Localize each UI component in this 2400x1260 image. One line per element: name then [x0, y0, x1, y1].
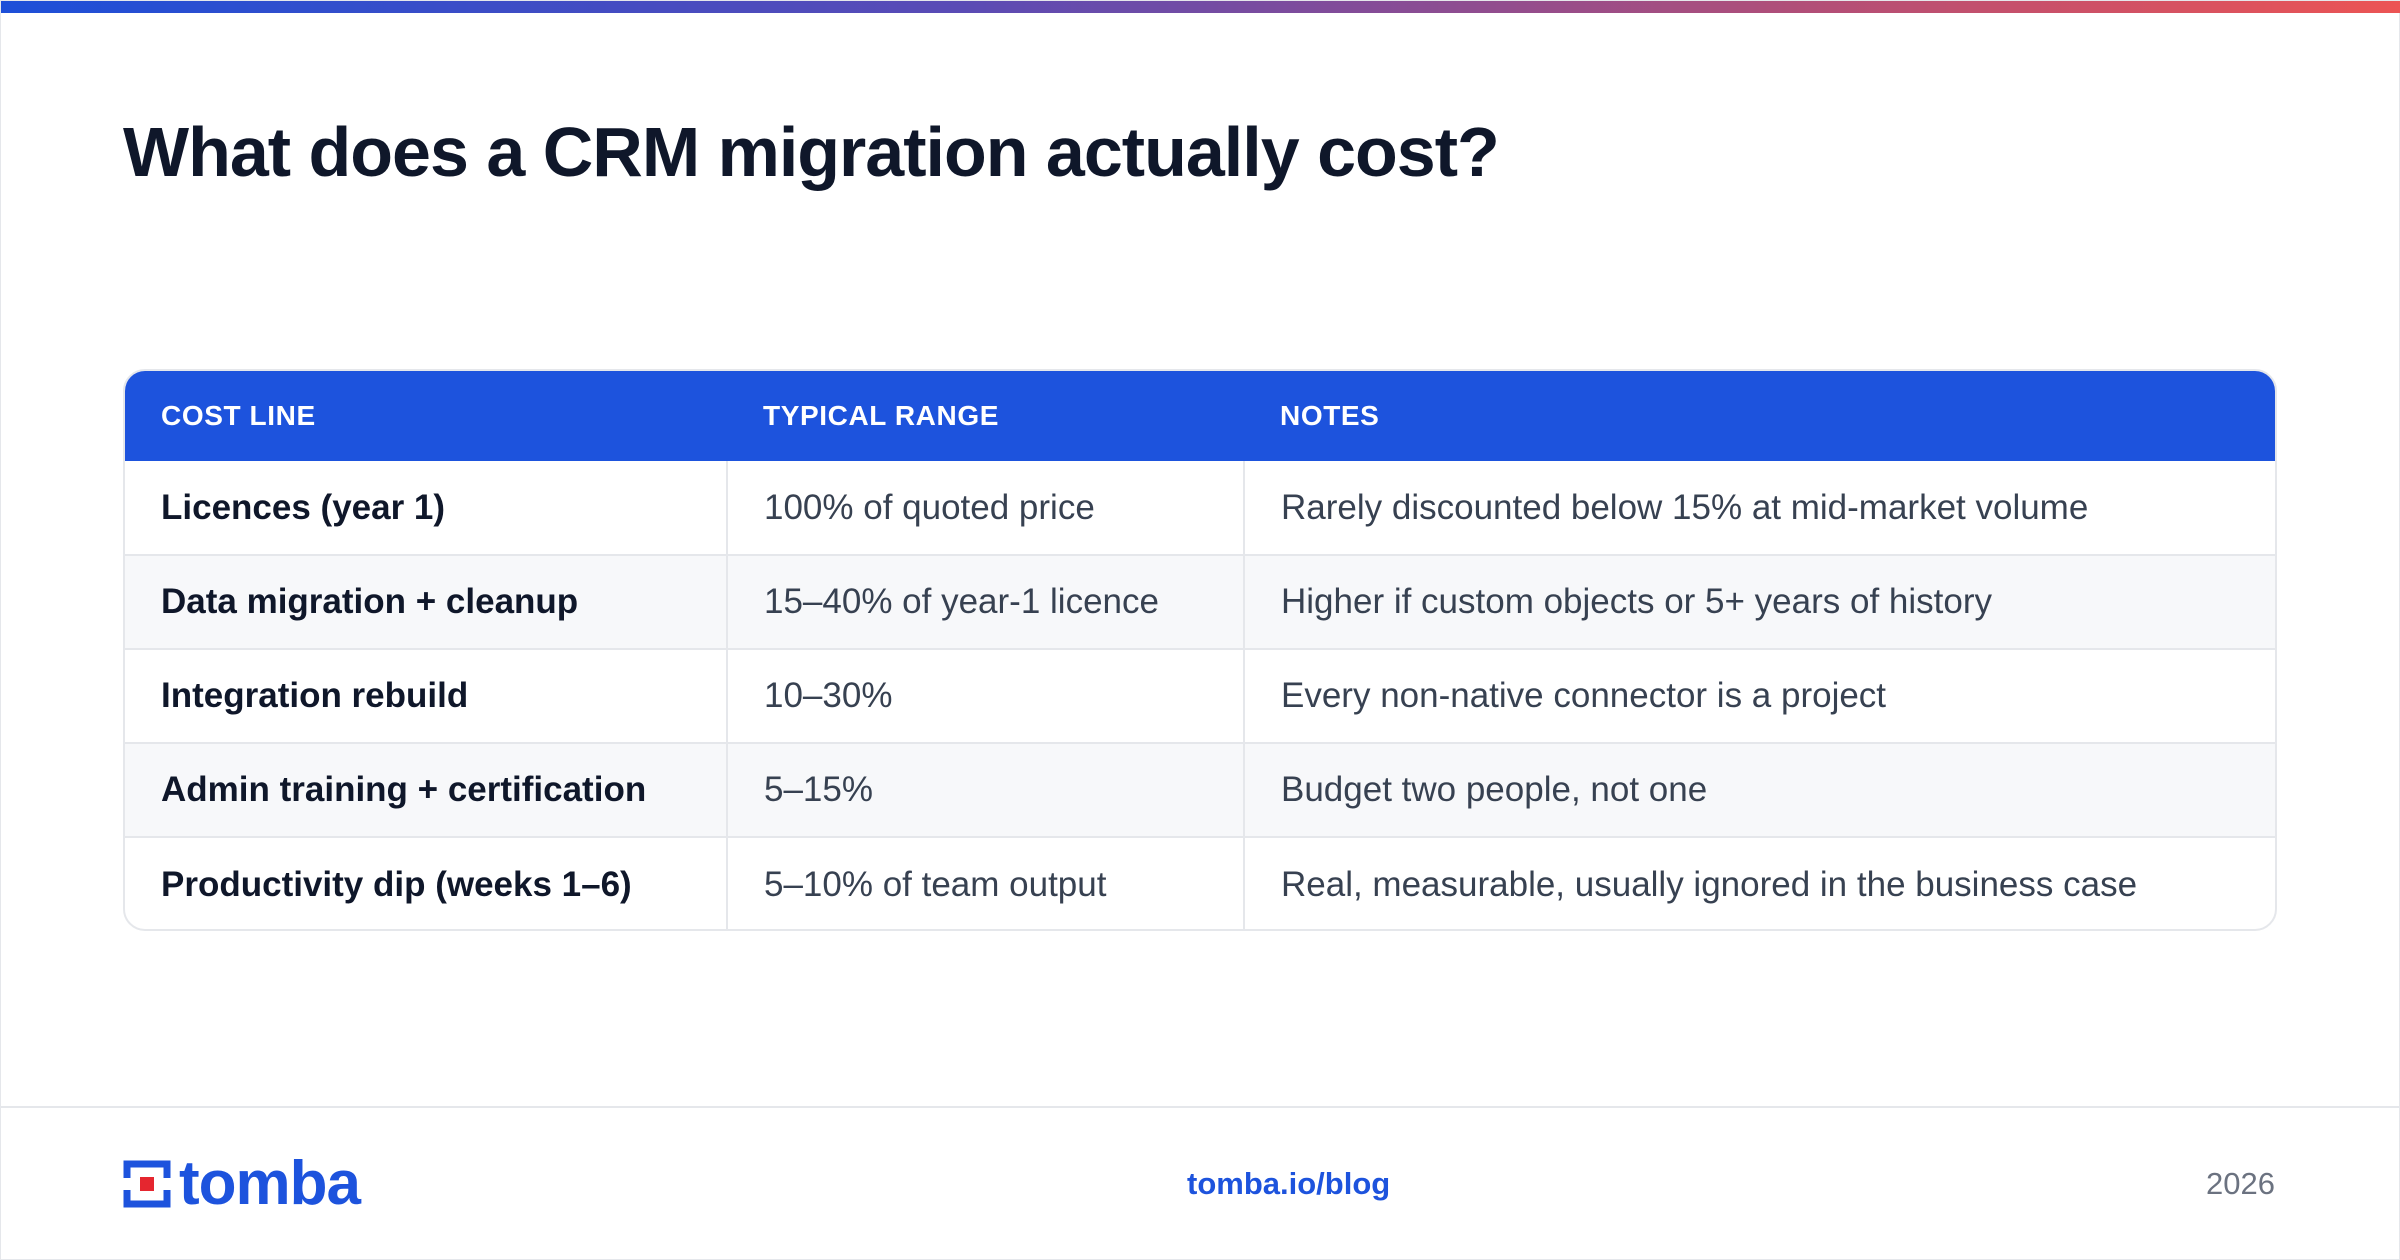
table-header-row: COST LINE TYPICAL RANGE NOTES	[125, 371, 2275, 461]
cell-notes: Budget two people, not one	[1243, 742, 2275, 837]
header-cost-line: COST LINE	[161, 400, 316, 431]
cell-notes: Every non-native connector is a project	[1243, 648, 2275, 743]
cost-table-grid: COST LINE TYPICAL RANGE NOTES Licences (…	[125, 371, 2275, 929]
cell-typical-range: 5–10% of team output	[726, 836, 1244, 929]
logo-wordmark: tomba	[179, 1149, 361, 1218]
header-notes: NOTES	[1280, 400, 1380, 431]
footer-divider	[1, 1106, 2400, 1108]
table-row: Integration rebuild 10–30% Every non-nat…	[125, 648, 2275, 743]
table-row: Data migration + cleanup 15–40% of year-…	[125, 554, 2275, 649]
cost-table: COST LINE TYPICAL RANGE NOTES Licences (…	[123, 369, 2277, 931]
cell-notes: Rarely discounted below 15% at mid-marke…	[1243, 461, 2275, 555]
footer-year: 2026	[2206, 1166, 2275, 1201]
page-title: What does a CRM migration actually cost?	[123, 113, 1500, 191]
top-gradient-bar	[1, 1, 2400, 13]
cell-cost-line: Integration rebuild	[125, 648, 727, 743]
header-typical-range: TYPICAL RANGE	[763, 400, 999, 431]
tomba-logo[interactable]: tomba	[123, 1149, 361, 1218]
cell-typical-range: 100% of quoted price	[726, 461, 1244, 555]
cell-typical-range: 5–15%	[726, 742, 1244, 837]
cell-cost-line: Productivity dip (weeks 1–6)	[125, 836, 727, 929]
cell-notes: Real, measurable, usually ignored in the…	[1243, 836, 2275, 929]
table-row: Admin training + certification 5–15% Bud…	[125, 742, 2275, 837]
cell-cost-line: Licences (year 1)	[161, 487, 446, 527]
table-row: Productivity dip (weeks 1–6) 5–10% of te…	[125, 836, 2275, 929]
table-row: Licences (year 1) 100% of quoted price R…	[125, 461, 2275, 555]
cell-cost-line: Data migration + cleanup	[125, 554, 727, 649]
cell-typical-range: 10–30%	[726, 648, 1244, 743]
tomba-logo-mark-icon	[123, 1160, 171, 1208]
blog-link[interactable]: tomba.io/blog	[1187, 1166, 1391, 1201]
cell-notes: Higher if custom objects or 5+ years of …	[1243, 554, 2275, 649]
cell-cost-line: Admin training + certification	[125, 742, 727, 837]
cell-typical-range: 15–40% of year-1 licence	[726, 554, 1244, 649]
